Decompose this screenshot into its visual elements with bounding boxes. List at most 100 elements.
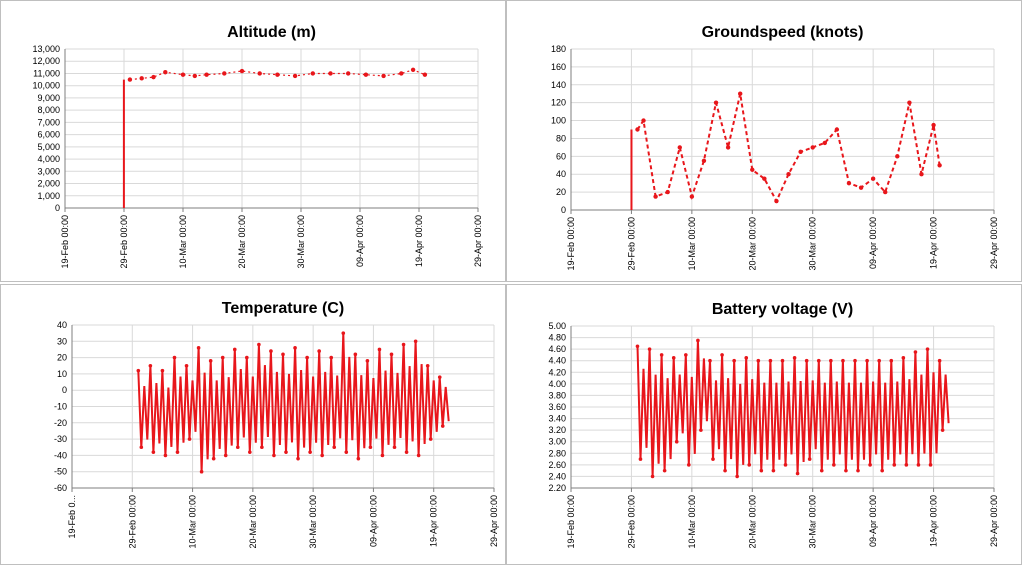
chart-title: Altitude (m): [227, 24, 316, 41]
y-tick-label: 3,000: [37, 166, 60, 176]
chart-title: Groundspeed (knots): [702, 24, 864, 41]
data-point-high: [901, 356, 906, 360]
data-point: [834, 127, 840, 132]
data-point-high: [401, 342, 406, 347]
x-tick-label: 09-Apr 00:00: [868, 495, 878, 547]
data-point-high: [925, 347, 930, 351]
data-point: [292, 73, 298, 79]
altitude-chart-panel[interactable]: 0 1,000 2,000 3,000 4,000 5,000 6,000 7,000 8,00…: [0, 0, 506, 282]
y-tick-label: 0: [62, 385, 67, 395]
data-point-low: [272, 453, 276, 458]
data-point-high: [756, 358, 761, 363]
data-point-high: [305, 355, 309, 360]
data-point-low: [380, 453, 385, 458]
data-point-high: [148, 363, 153, 368]
data-point-high: [196, 346, 201, 350]
data-point: [346, 71, 351, 76]
data-point-low: [723, 468, 727, 473]
data-point: [399, 71, 404, 76]
data-point-low: [296, 456, 300, 461]
series-line: [636, 340, 950, 477]
data-point: [239, 68, 245, 74]
data-point-high: [913, 350, 918, 354]
data-point: [410, 67, 416, 72]
data-point: [750, 167, 755, 172]
chart-title: Battery voltage (V): [712, 301, 853, 318]
data-point-low: [916, 463, 921, 467]
data-point-low: [844, 468, 848, 473]
y-tick-label: 4.20: [548, 367, 566, 377]
x-tick-label: 10-Mar 00:00: [687, 495, 697, 549]
temperature-chart-panel[interactable]: -60 -50 -40 -30 -20 -10 0 10 20 30 40 19-Feb 0... 29…: [0, 284, 506, 565]
data-point-low: [211, 456, 216, 461]
y-tick-label: 2.80: [548, 448, 566, 458]
data-point-low: [151, 450, 156, 454]
x-tick-label: 09-Apr 00:00: [368, 495, 378, 547]
data-point-high: [804, 358, 809, 363]
y-tick-label: 0: [55, 203, 60, 213]
data-point-high: [816, 358, 821, 363]
data-point: [713, 100, 719, 105]
data-point: [822, 140, 827, 146]
x-tick-label: 19-Feb 00:00: [566, 217, 576, 271]
y-tick-label: 3.80: [548, 390, 566, 400]
x-tick-label: 19-Apr 00:00: [429, 495, 439, 547]
x-tick-label: 19-Apr 00:00: [929, 217, 939, 269]
series-line: [129, 69, 426, 81]
data-point-high: [780, 358, 785, 363]
data-point-low: [892, 463, 897, 467]
data-point: [883, 189, 888, 195]
x-tick-label: 09-Apr 00:00: [868, 217, 878, 269]
data-point: [738, 91, 743, 96]
battery-chart-panel[interactable]: 2.20 2.40 2.60 2.80 3.00 3.20 3.40 3.60 3.80 4.00…: [506, 284, 1022, 565]
data-point-high: [937, 358, 942, 363]
data-point-low: [674, 439, 679, 444]
data-point-high: [659, 353, 664, 357]
data-point-low: [856, 468, 860, 473]
data-point-high: [184, 363, 189, 368]
data-point-high: [341, 331, 346, 335]
x-tick-label: 29-Apr 00:00: [989, 495, 999, 547]
x-tick-label: 10-Mar 00:00: [188, 495, 198, 549]
data-point-high: [257, 342, 261, 347]
data-point-high: [684, 353, 688, 357]
data-point-low: [175, 450, 180, 454]
data-point-high: [220, 355, 225, 360]
data-point-low: [260, 445, 264, 450]
data-point-low: [416, 453, 421, 458]
x-tick-label: 19-Feb 00:00: [566, 495, 576, 549]
y-tick-label: 180: [551, 44, 566, 54]
y-tick-label: 10,000: [32, 81, 60, 91]
data-point-low: [187, 437, 192, 441]
data-point: [798, 149, 803, 155]
data-point-high: [877, 358, 881, 363]
x-tick-label: 30-Mar 00:00: [808, 217, 818, 271]
data-point: [310, 71, 315, 76]
data-point-high: [829, 358, 833, 363]
data-point-high: [437, 375, 442, 379]
data-point: [725, 145, 731, 150]
data-point-high: [329, 355, 334, 360]
y-tick-label: -30: [54, 434, 67, 444]
y-tick-label: 40: [556, 169, 566, 179]
y-tick-label: 4,000: [37, 154, 60, 164]
data-point-high: [232, 347, 237, 352]
data-point-high: [768, 358, 773, 363]
data-point-high: [708, 358, 712, 363]
data-point: [422, 72, 428, 77]
data-point-low: [368, 445, 373, 450]
data-point-low: [904, 463, 909, 467]
y-tick-label: 140: [551, 80, 566, 90]
data-point: [151, 74, 156, 80]
data-point-low: [687, 463, 691, 467]
data-point: [653, 194, 658, 199]
groundspeed-chart-panel[interactable]: 0 20 40 60 80 100 120 140 160 180 19-Feb 00:00 29-F…: [506, 0, 1022, 282]
x-tick-label: 20-Mar 00:00: [237, 215, 247, 269]
data-point-low: [440, 424, 445, 428]
data-point: [858, 185, 864, 190]
y-tick-label: 4.80: [548, 333, 566, 343]
x-tick-label: 29-Apr 00:00: [473, 215, 483, 267]
altitude-chart-svg: 0 1,000 2,000 3,000 4,000 5,000 6,000 7,000 8,00…: [32, 24, 483, 269]
data-point-low: [735, 474, 739, 479]
data-point-high: [365, 359, 370, 363]
